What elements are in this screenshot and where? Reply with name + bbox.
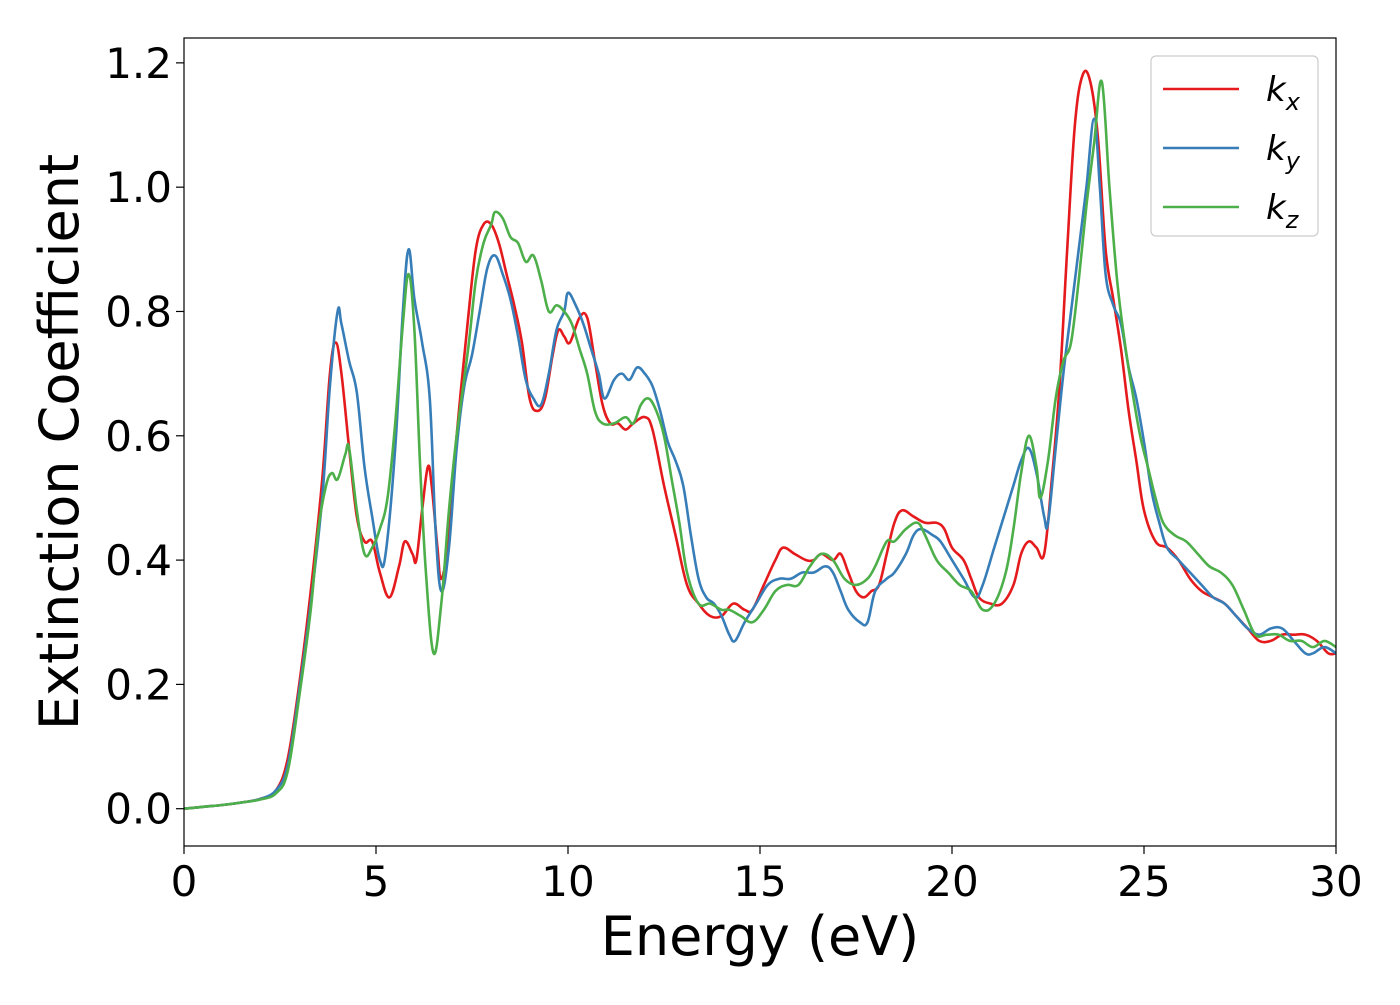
x-tick-label: 15 [733,857,786,906]
x-tick-label: 20 [925,857,978,906]
x-axis-label: Energy (eV) [601,905,920,968]
y-tick-label: 0.8 [105,287,172,336]
legend-box [1150,55,1319,237]
legend: kx ky kz [1150,55,1319,237]
y-axis-label: Extinction Coefficient [28,154,91,730]
series-layer [184,69,1336,811]
y-axis-ticks: 0.0 0.2 0.4 0.6 0.8 1.0 1.2 [105,39,184,834]
y-tick-label: 0.4 [105,536,172,585]
x-axis-ticks: 0 5 10 15 20 25 30 [171,846,1363,906]
legend-entry-kx: kx [1266,70,1301,116]
y-tick-label: 0.6 [105,412,172,461]
x-tick-label: 25 [1117,857,1170,906]
legend-entry-ky: ky [1266,129,1301,175]
x-tick-label: 5 [363,857,390,906]
y-tick-label: 1.0 [105,163,172,212]
y-tick-label: 0.2 [105,660,172,709]
series-line-kz [184,79,1336,811]
x-tick-label: 10 [541,857,594,906]
y-tick-label: 0.0 [105,785,172,834]
y-tick-label: 1.2 [105,39,172,88]
legend-entry-kz: kz [1266,188,1300,234]
series-line-kx [184,69,1336,811]
x-tick-label: 0 [171,857,198,906]
x-tick-label: 30 [1309,857,1362,906]
